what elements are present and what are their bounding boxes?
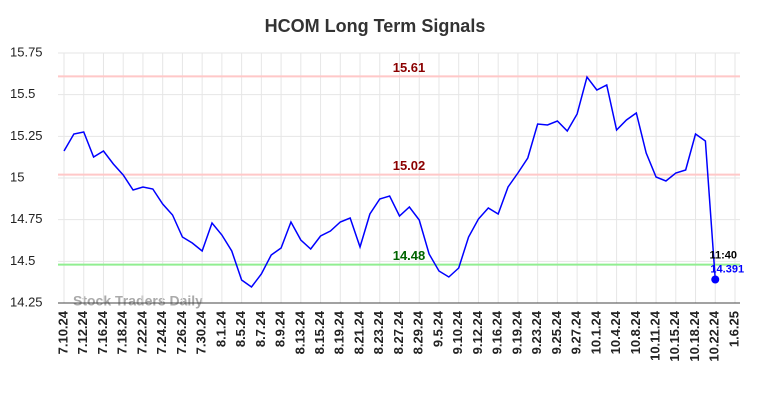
x-tick-label: 9.25.24 xyxy=(549,310,564,354)
x-tick-label: 1.6.25 xyxy=(726,311,741,347)
x-tick-label: 9.12.24 xyxy=(470,310,485,354)
last-time: 11:40 xyxy=(709,249,737,261)
x-tick-label: 7.30.24 xyxy=(194,310,209,354)
signal-label: 14.48 xyxy=(393,248,426,263)
x-tick-label: 7.12.24 xyxy=(75,310,90,354)
x-tick-label: 8.15.24 xyxy=(312,310,327,354)
x-tick-label: 8.9.24 xyxy=(273,310,288,347)
x-tick-label: 9.19.24 xyxy=(509,310,524,354)
x-tick-label: 7.26.24 xyxy=(174,310,189,354)
x-tick-label: 9.23.24 xyxy=(529,310,544,354)
x-tick-label: 10.15.24 xyxy=(667,310,682,361)
chart-title: HCOM Long Term Signals xyxy=(265,16,486,36)
y-tick-label: 14.75 xyxy=(10,211,43,226)
y-tick-label: 14.25 xyxy=(10,294,43,309)
y-tick-label: 15.25 xyxy=(10,128,43,143)
x-tick-label: 7.22.24 xyxy=(134,310,149,354)
x-tick-label: 8.7.24 xyxy=(253,310,268,347)
x-tick-label: 10.4.24 xyxy=(608,310,623,354)
x-tick-label: 8.1.24 xyxy=(213,310,228,347)
y-tick-label: 15.5 xyxy=(10,86,35,101)
x-tick-label: 8.29.24 xyxy=(411,310,426,354)
signal-label: 15.61 xyxy=(393,60,426,75)
last-point xyxy=(711,275,720,284)
y-tick-label: 15.75 xyxy=(10,44,43,59)
y-tick-label: 15 xyxy=(10,169,24,184)
x-tick-label: 9.10.24 xyxy=(450,310,465,354)
x-tick-label: 7.18.24 xyxy=(115,310,130,354)
x-tick-label: 8.19.24 xyxy=(332,310,347,354)
x-tick-label: 7.16.24 xyxy=(95,310,110,354)
x-tick-label: 7.24.24 xyxy=(154,310,169,354)
signal-label: 15.02 xyxy=(393,158,426,173)
x-tick-label: 8.13.24 xyxy=(292,310,307,354)
x-tick-label: 10.8.24 xyxy=(628,310,643,354)
x-tick-label: 7.10.24 xyxy=(55,310,70,354)
last-value: 14.391 xyxy=(710,263,744,275)
price-line xyxy=(63,75,717,289)
x-tick-label: 10.18.24 xyxy=(687,310,702,361)
y-tick-label: 14.5 xyxy=(10,253,35,268)
x-tick-label: 9.5.24 xyxy=(430,310,445,347)
x-tick-label: 8.23.24 xyxy=(371,310,386,354)
x-tick-label: 10.11.24 xyxy=(647,310,662,361)
x-tick-label: 8.5.24 xyxy=(233,310,248,347)
x-tick-label: 8.21.24 xyxy=(351,310,366,354)
watermark: Stock Traders Daily xyxy=(73,293,203,309)
x-tick-label: 10.1.24 xyxy=(588,310,603,354)
x-tick-label: 8.27.24 xyxy=(391,310,406,354)
x-tick-label: 9.27.24 xyxy=(569,310,584,354)
x-tick-label: 10.22.24 xyxy=(707,310,722,361)
x-tick-label: 9.16.24 xyxy=(490,310,505,354)
